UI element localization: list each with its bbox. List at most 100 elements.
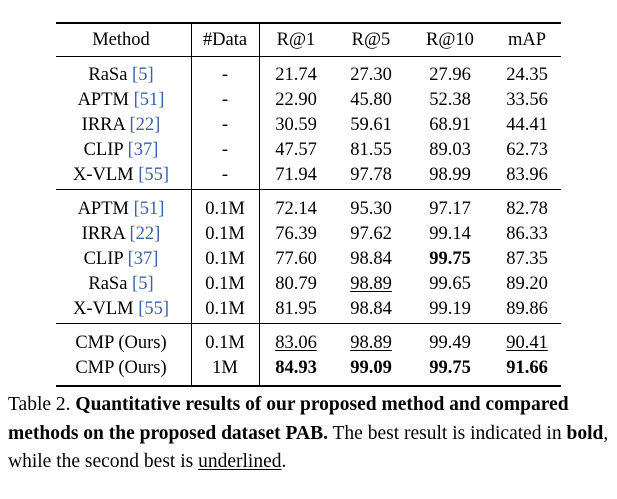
r1-cell-best: 84.93 — [275, 358, 317, 378]
table-row: X-VLM [55] - 71.94 97.78 98.99 83.96 — [56, 164, 561, 186]
header-row: Method #Data R@1 R@5 R@10 mAP — [56, 29, 561, 51]
header-r10: R@10 — [426, 30, 474, 50]
data-cell: - — [221, 140, 229, 160]
r10-cell: 97.17 — [429, 199, 471, 219]
method-name: RaSa — [88, 274, 128, 294]
r5-cell: 97.78 — [350, 165, 392, 185]
table-row: APTM [51] - 22.90 45.80 52.38 33.56 — [56, 89, 561, 111]
r5-cell: 59.61 — [350, 115, 392, 135]
data-cell: 0.1M — [205, 333, 245, 353]
caption-text-1: The best result is indicated in — [332, 422, 562, 444]
method-name: IRRA — [81, 115, 125, 135]
method-name: X-VLM — [72, 299, 134, 319]
r10-cell: 68.91 — [429, 115, 471, 135]
data-divider — [259, 22, 260, 386]
map-cell: 44.41 — [506, 115, 548, 135]
header-r5: R@5 — [351, 30, 391, 50]
r1-cell: 80.79 — [275, 274, 317, 294]
r5-cell: 98.84 — [350, 299, 392, 319]
r10-cell: 98.99 — [429, 165, 471, 185]
r1-cell: 72.14 — [275, 199, 317, 219]
data-cell: 0.1M — [205, 274, 245, 294]
citation-link[interactable]: [22] — [129, 115, 161, 135]
r5-cell: 98.84 — [350, 249, 392, 269]
header-method: Method — [92, 30, 150, 50]
map-cell: 62.73 — [506, 140, 548, 160]
method-name: CLIP — [83, 140, 123, 160]
r10-cell: 99.49 — [429, 333, 471, 353]
r5-cell-second: 98.89 — [350, 274, 392, 294]
method-name: CMP (Ours) — [75, 333, 167, 353]
method-name: RaSa — [88, 65, 128, 85]
citation-link[interactable]: [51] — [133, 90, 165, 110]
r5-cell: 45.80 — [350, 90, 392, 110]
r5-cell-best: 99.09 — [350, 358, 392, 378]
header-rule — [56, 56, 561, 57]
citation-link[interactable]: [51] — [133, 199, 165, 219]
table-row: CLIP [37] 0.1M 77.60 98.84 99.75 87.35 — [56, 248, 561, 270]
caption-text-2: , while the second best is — [8, 422, 609, 473]
citation-link[interactable]: [37] — [127, 140, 159, 160]
map-cell: 24.35 — [506, 65, 548, 85]
group2-rule — [56, 323, 561, 324]
r5-cell: 81.55 — [350, 140, 392, 160]
map-cell: 87.35 — [506, 249, 548, 269]
bottom-rule — [56, 385, 561, 387]
r10-cell: 52.38 — [429, 90, 471, 110]
table-row: RaSa [5] 0.1M 80.79 98.89 99.65 89.20 — [56, 273, 561, 295]
group1-rule — [56, 189, 561, 190]
r1-cell: 30.59 — [275, 115, 317, 135]
r10-cell-best: 99.75 — [429, 249, 471, 269]
table-caption: Table 2. Quantitative results of our pro… — [8, 391, 610, 477]
table-row: CLIP [37] - 47.57 81.55 89.03 62.73 — [56, 139, 561, 161]
data-cell: - — [221, 65, 229, 85]
top-rule — [56, 22, 561, 24]
caption-label: Table 2. — [8, 394, 71, 415]
citation-link[interactable]: [22] — [129, 224, 161, 244]
r1-cell: 47.57 — [275, 140, 317, 160]
header-map: mAP — [507, 30, 547, 50]
r5-cell: 95.30 — [350, 199, 392, 219]
method-name: IRRA — [81, 224, 125, 244]
table-row: IRRA [22] - 30.59 59.61 68.91 44.41 — [56, 114, 561, 136]
r1-cell: 81.95 — [275, 299, 317, 319]
method-name: APTM — [77, 90, 129, 110]
method-divider — [191, 22, 192, 386]
header-data: #Data — [202, 30, 248, 50]
r1-cell: 77.60 — [275, 249, 317, 269]
map-cell: 83.96 — [506, 165, 548, 185]
method-name: CLIP — [83, 249, 123, 269]
method-name: APTM — [77, 199, 129, 219]
data-cell: 0.1M — [205, 299, 245, 319]
data-cell: 0.1M — [205, 199, 245, 219]
r5-cell-second: 98.89 — [350, 333, 392, 353]
data-cell: 0.1M — [205, 249, 245, 269]
citation-link[interactable]: [5] — [132, 274, 154, 294]
r1-cell: 22.90 — [275, 90, 317, 110]
map-cell: 86.33 — [506, 224, 548, 244]
citation-link[interactable]: [5] — [132, 65, 154, 85]
data-cell: 0.1M — [205, 224, 245, 244]
header-r1: R@1 — [276, 30, 316, 50]
table-row: CMP (Ours) 0.1M 83.06 98.89 99.49 90.41 — [56, 332, 561, 354]
r1-cell-second: 83.06 — [275, 333, 317, 353]
table-row: CMP (Ours) 1M 84.93 99.09 99.75 91.66 — [56, 357, 561, 379]
r10-cell: 99.14 — [429, 224, 471, 244]
r10-cell-best: 99.75 — [429, 358, 471, 378]
r10-cell: 89.03 — [429, 140, 471, 160]
r10-cell: 27.96 — [429, 65, 471, 85]
r1-cell: 21.74 — [275, 65, 317, 85]
caption-bold-word: bold — [566, 422, 604, 444]
citation-link[interactable]: [55] — [138, 165, 170, 185]
data-cell: 1M — [212, 358, 238, 378]
r1-cell: 76.39 — [275, 224, 317, 244]
caption-text-3: . — [281, 451, 287, 472]
table-row: X-VLM [55] 0.1M 81.95 98.84 99.19 89.86 — [56, 298, 561, 320]
method-name: CMP (Ours) — [75, 358, 167, 378]
citation-link[interactable]: [55] — [138, 299, 170, 319]
data-cell: - — [221, 165, 229, 185]
citation-link[interactable]: [37] — [127, 249, 159, 269]
method-name: X-VLM — [72, 165, 134, 185]
map-cell: 82.78 — [506, 199, 548, 219]
table-row: RaSa [5] - 21.74 27.30 27.96 24.35 — [56, 64, 561, 86]
